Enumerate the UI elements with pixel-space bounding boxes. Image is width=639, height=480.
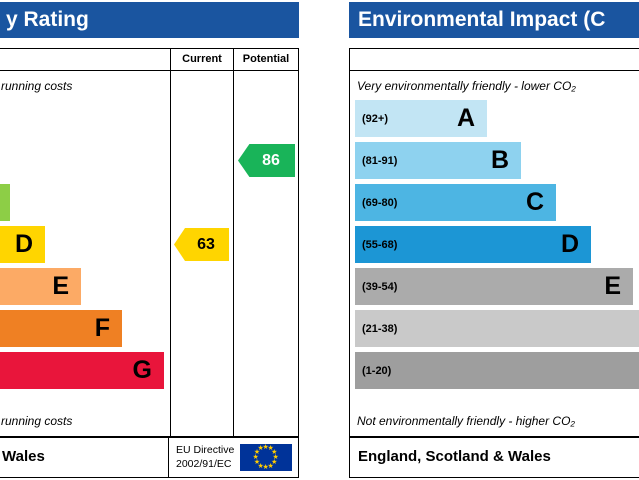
energy-chart-title: y Rating — [6, 8, 89, 31]
co2-band-b: (81-91) B — [355, 142, 521, 179]
eu-directive-label: EU Directive 2002/91/EC — [176, 443, 234, 471]
energy-band-f: F — [0, 310, 122, 347]
co2-band-a-letter: A — [456, 104, 475, 132]
current-column-divider — [170, 48, 171, 437]
co2-band-a-range: (92+) — [362, 112, 388, 125]
column-header-current: Current — [182, 53, 222, 65]
co2-band-f: (21-38) — [355, 310, 639, 347]
co2-band-e: (39-54) E — [355, 268, 633, 305]
energy-bottom-note: running costs — [1, 414, 73, 428]
co2-chart-title: Environmental Impact (C — [358, 8, 606, 31]
co2-band-e-range: (39-54) — [362, 280, 398, 293]
energy-header-rule — [0, 70, 299, 71]
co2-band-e-letter: E — [604, 272, 621, 300]
energy-band-e: E — [0, 268, 81, 305]
co2-top-note: Very environmentally friendly - lower CO… — [357, 79, 576, 93]
eu-flag-icon: ★ ★ ★ ★ ★ ★ ★ ★ ★ ★ ★ ★ — [240, 444, 292, 471]
co2-band-g-range: (1-20) — [362, 364, 392, 377]
co2-chart-header: Environmental Impact (C — [349, 2, 639, 38]
co2-band-g: (1-20) — [355, 352, 639, 389]
energy-band-d: D — [0, 226, 45, 263]
co2-band-a: (92+) A — [355, 100, 487, 137]
energy-rating-chart: y Rating Current Potential running costs… — [0, 0, 299, 480]
eu-directive-line1: EU Directive — [176, 444, 235, 456]
column-header-potential: Potential — [242, 53, 290, 65]
energy-band-g: G — [0, 352, 164, 389]
co2-bottom-note: Not environmentally friendly - higher CO… — [357, 414, 575, 428]
co2-header-rule — [349, 70, 639, 71]
co2-band-d-range: (55-68) — [362, 238, 398, 251]
co2-band-c-letter: C — [525, 188, 544, 216]
co2-footer-region: England, Scotland & Wales — [358, 448, 551, 465]
co2-band-b-letter: B — [490, 146, 509, 174]
co2-chart-footer — [349, 437, 639, 478]
co2-band-d-letter: D — [560, 230, 579, 258]
energy-footer-region: Wales — [2, 448, 45, 465]
current-rating-arrow: 63 — [174, 228, 229, 261]
energy-band-g-letter: G — [132, 356, 152, 384]
co2-band-d: (55-68) D — [355, 226, 591, 263]
energy-band-f-letter: F — [94, 314, 110, 342]
energy-band-d-letter: D — [14, 230, 33, 258]
energy-chart-header: y Rating — [0, 2, 299, 38]
co2-band-f-range: (21-38) — [362, 322, 398, 335]
co2-band-c-range: (69-80) — [362, 196, 398, 209]
environmental-impact-chart: Environmental Impact (C Very environment… — [349, 0, 639, 480]
potential-column-divider — [233, 48, 234, 437]
energy-footer-divider — [168, 437, 169, 478]
energy-top-note: running costs — [1, 79, 73, 93]
energy-band-c — [0, 184, 10, 221]
co2-band-b-range: (81-91) — [362, 154, 398, 167]
potential-rating-arrow: 86 — [238, 144, 295, 177]
energy-band-e-letter: E — [52, 272, 69, 300]
eu-directive-line2: 2002/91/EC — [176, 458, 232, 471]
co2-band-c: (69-80) C — [355, 184, 556, 221]
